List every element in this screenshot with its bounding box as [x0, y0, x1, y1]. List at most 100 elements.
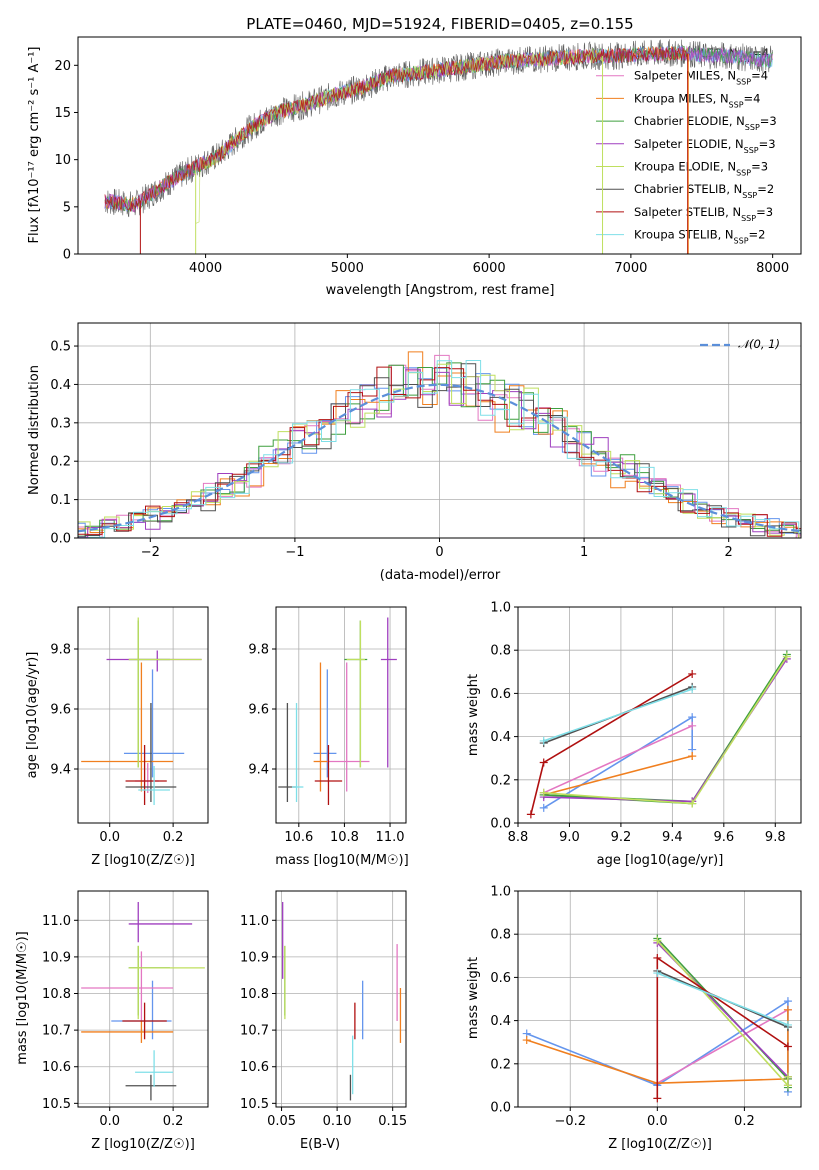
histogram-xlabel: (data-model)/error	[380, 568, 501, 583]
residual-histogram-panel: (data-model)/error Normed distribution −…	[27, 322, 802, 583]
weight-marker	[783, 1005, 792, 1014]
x-tick-label: 8.8	[508, 830, 529, 845]
weight-marker	[783, 1072, 792, 1081]
plot-area	[104, 39, 773, 254]
weight-marker	[783, 997, 792, 1006]
weight-series-line	[657, 972, 789, 1026]
legend-label: Salpeter ELODIE, NSSP=3	[634, 137, 776, 155]
y-tick-label: 10.6	[42, 1060, 71, 1075]
histogram-ylabel: Normed distribution	[27, 365, 42, 495]
weight-marker	[688, 752, 697, 761]
y-tick-label: 10.5	[42, 1097, 71, 1112]
weight-marker	[539, 758, 548, 767]
mass-vs-ebv-panel: E(B-V) 0.05 0.10 0.15 10.5 10.6 10.7 10.8 10.9 1…	[240, 890, 407, 1152]
weight-series-line	[543, 688, 693, 742]
weight-marker	[688, 669, 697, 678]
weight-z-xlabel: Z [log10(Z/Z☉)]	[608, 1137, 712, 1152]
y-tick-label: 9.8	[248, 643, 269, 658]
grid-lines	[78, 891, 208, 1107]
y-tick-label: 9.6	[50, 703, 71, 718]
x-tick-label: 4000	[189, 261, 222, 276]
weight-marker	[783, 1042, 792, 1051]
spectrum-ylabel: Flux [fλ10⁻¹⁷ erg cm⁻² s⁻¹ A⁻¹]	[27, 47, 42, 244]
grid-lines	[276, 607, 406, 823]
plot-area	[278, 617, 397, 805]
x-tick-label: 0.15	[378, 1114, 407, 1129]
axes-frame	[517, 606, 802, 824]
x-tick-label: 0.2	[163, 1114, 184, 1129]
x-tick-label: 10.6	[284, 830, 313, 845]
plot-area	[526, 650, 791, 819]
histogram-series	[78, 363, 801, 538]
weight-marker	[688, 685, 697, 694]
plot-area	[81, 617, 202, 805]
axes-frame	[77, 890, 209, 1108]
y-tick-label: 10.8	[240, 987, 269, 1002]
x-tick-label: 6000	[473, 261, 506, 276]
mass-ebv-xlabel: E(B-V)	[300, 1137, 340, 1152]
age-vs-mass-panel: mass [log10(M/M☉)] 10.6 10.8 11.0 9.4 9.6 9.8	[248, 606, 409, 868]
y-tick-label: 20	[54, 59, 71, 74]
x-tick-label: 0.10	[323, 1114, 352, 1129]
weight-series-line	[543, 725, 693, 794]
weight-marker	[653, 936, 662, 945]
weight-marker	[653, 1094, 662, 1103]
weight-marker	[688, 799, 697, 808]
axes-frame	[275, 890, 407, 1108]
weight-series-line	[543, 656, 788, 805]
y-tick-label: 0.2	[490, 1057, 511, 1072]
x-tick-label: 0.0	[647, 1114, 668, 1129]
age-vs-metallicity-panel: Z [log10(Z/Z☉)] age [log10(age/yr)] 0.0 0…	[25, 606, 209, 868]
weight-marker	[539, 736, 548, 745]
plot-area	[522, 934, 792, 1103]
legend-label: Kroupa STELIB, NSSP=2	[634, 228, 765, 246]
y-tick-label: 15	[54, 106, 71, 121]
y-tick-label: 0.5	[50, 340, 71, 355]
age-z-xlabel: Z [log10(Z/Z☉)]	[91, 853, 195, 868]
x-tick-label: 9.2	[611, 830, 632, 845]
y-tick-label: 0.8	[490, 644, 511, 659]
y-tick-label: 0.4	[490, 1014, 511, 1029]
y-tick-label: 10.5	[240, 1097, 269, 1112]
weight-marker	[688, 721, 697, 730]
grid-lines	[276, 891, 406, 1107]
legend-label: Kroupa ELODIE, NSSP=3	[634, 160, 768, 178]
y-tick-label: 9.4	[248, 763, 269, 778]
weight-marker	[539, 788, 548, 797]
x-tick-label: 0.2	[163, 830, 184, 845]
y-tick-label: 0.6	[490, 687, 511, 702]
y-tick-label: 10.7	[42, 1024, 71, 1039]
y-tick-label: 0.1	[50, 493, 71, 508]
y-tick-label: 1.0	[490, 601, 511, 616]
x-tick-label: 9.6	[713, 830, 734, 845]
weight-marker	[653, 953, 662, 962]
x-tick-label: −2	[141, 545, 160, 560]
x-tick-label: 10.8	[330, 830, 359, 845]
spectrum-line	[104, 46, 773, 213]
y-tick-label: 0.4	[50, 378, 71, 393]
plot-area	[282, 901, 402, 1101]
x-tick-label: −1	[285, 545, 304, 560]
weight-vs-metallicity-panel: Z [log10(Z/Z☉)] mass weight −0.2 0.0 0.2 0.…	[466, 885, 802, 1152]
weight-marker	[783, 1020, 792, 1029]
spectrum-line	[104, 46, 688, 212]
y-tick-label: 0.8	[490, 928, 511, 943]
x-tick-label: 2	[725, 545, 733, 560]
mass-z-xlabel: Z [log10(Z/Z☉)]	[91, 1137, 195, 1152]
axes-frame	[77, 606, 209, 824]
mass-z-ylabel: mass [log10(M/M☉)]	[15, 931, 30, 1064]
y-tick-label: 0	[63, 248, 71, 263]
axes-frame	[275, 606, 407, 824]
legend-label: Chabrier ELODIE, NSSP=3	[634, 114, 777, 132]
age-z-ylabel: age [log10(age/yr)]	[25, 652, 40, 779]
y-tick-label: 9.8	[50, 643, 71, 658]
y-tick-label: 11.0	[240, 914, 269, 929]
x-tick-label: 0.05	[267, 1114, 296, 1129]
y-tick-label: 9.6	[248, 703, 269, 718]
x-tick-label: 0	[435, 545, 443, 560]
y-tick-label: 10.9	[42, 950, 71, 965]
y-tick-label: 1.0	[490, 885, 511, 900]
weight-marker	[783, 1081, 792, 1090]
y-tick-label: 0.0	[50, 532, 71, 547]
